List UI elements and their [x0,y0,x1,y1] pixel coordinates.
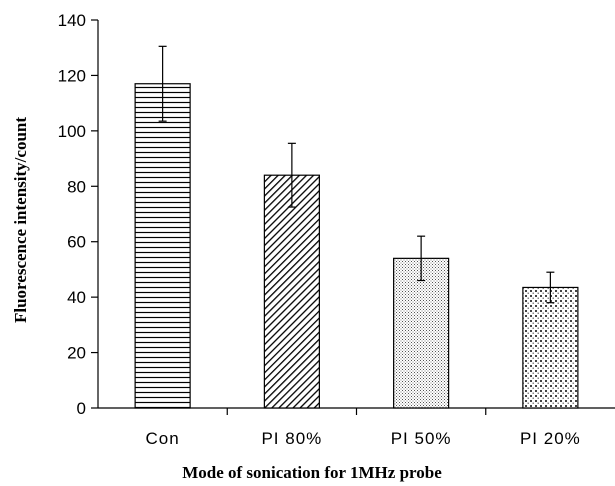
category-label-2: PI 80% [261,429,322,448]
y-tick-label: 100 [58,122,86,141]
bars [134,83,579,409]
bar-1 [134,83,191,409]
y-tick-label: 40 [67,288,86,307]
y-axis: 0 20 40 60 80 100 120 140 [58,11,99,418]
category-label-3: PI 50% [391,429,452,448]
bar-4 [522,286,579,409]
y-tick-label: 60 [67,233,86,252]
y-axis-title: Fluorescence intensity/count [11,117,30,323]
category-labels: Con PI 80% PI 50% PI 20% [146,429,581,448]
y-tick-label: 0 [77,399,86,418]
error-bars [158,45,555,304]
y-tick-label: 80 [67,177,86,196]
y-tick-label: 140 [58,11,86,30]
x-axis-title: Mode of sonication for 1MHz probe [182,463,442,482]
y-tick-label: 20 [67,344,86,363]
x-axis [98,407,615,415]
bar-3 [393,257,450,409]
category-label-4: PI 20% [520,429,581,448]
y-tick-label: 120 [58,66,86,85]
category-label-1: Con [146,429,180,448]
bar-2 [263,174,320,409]
